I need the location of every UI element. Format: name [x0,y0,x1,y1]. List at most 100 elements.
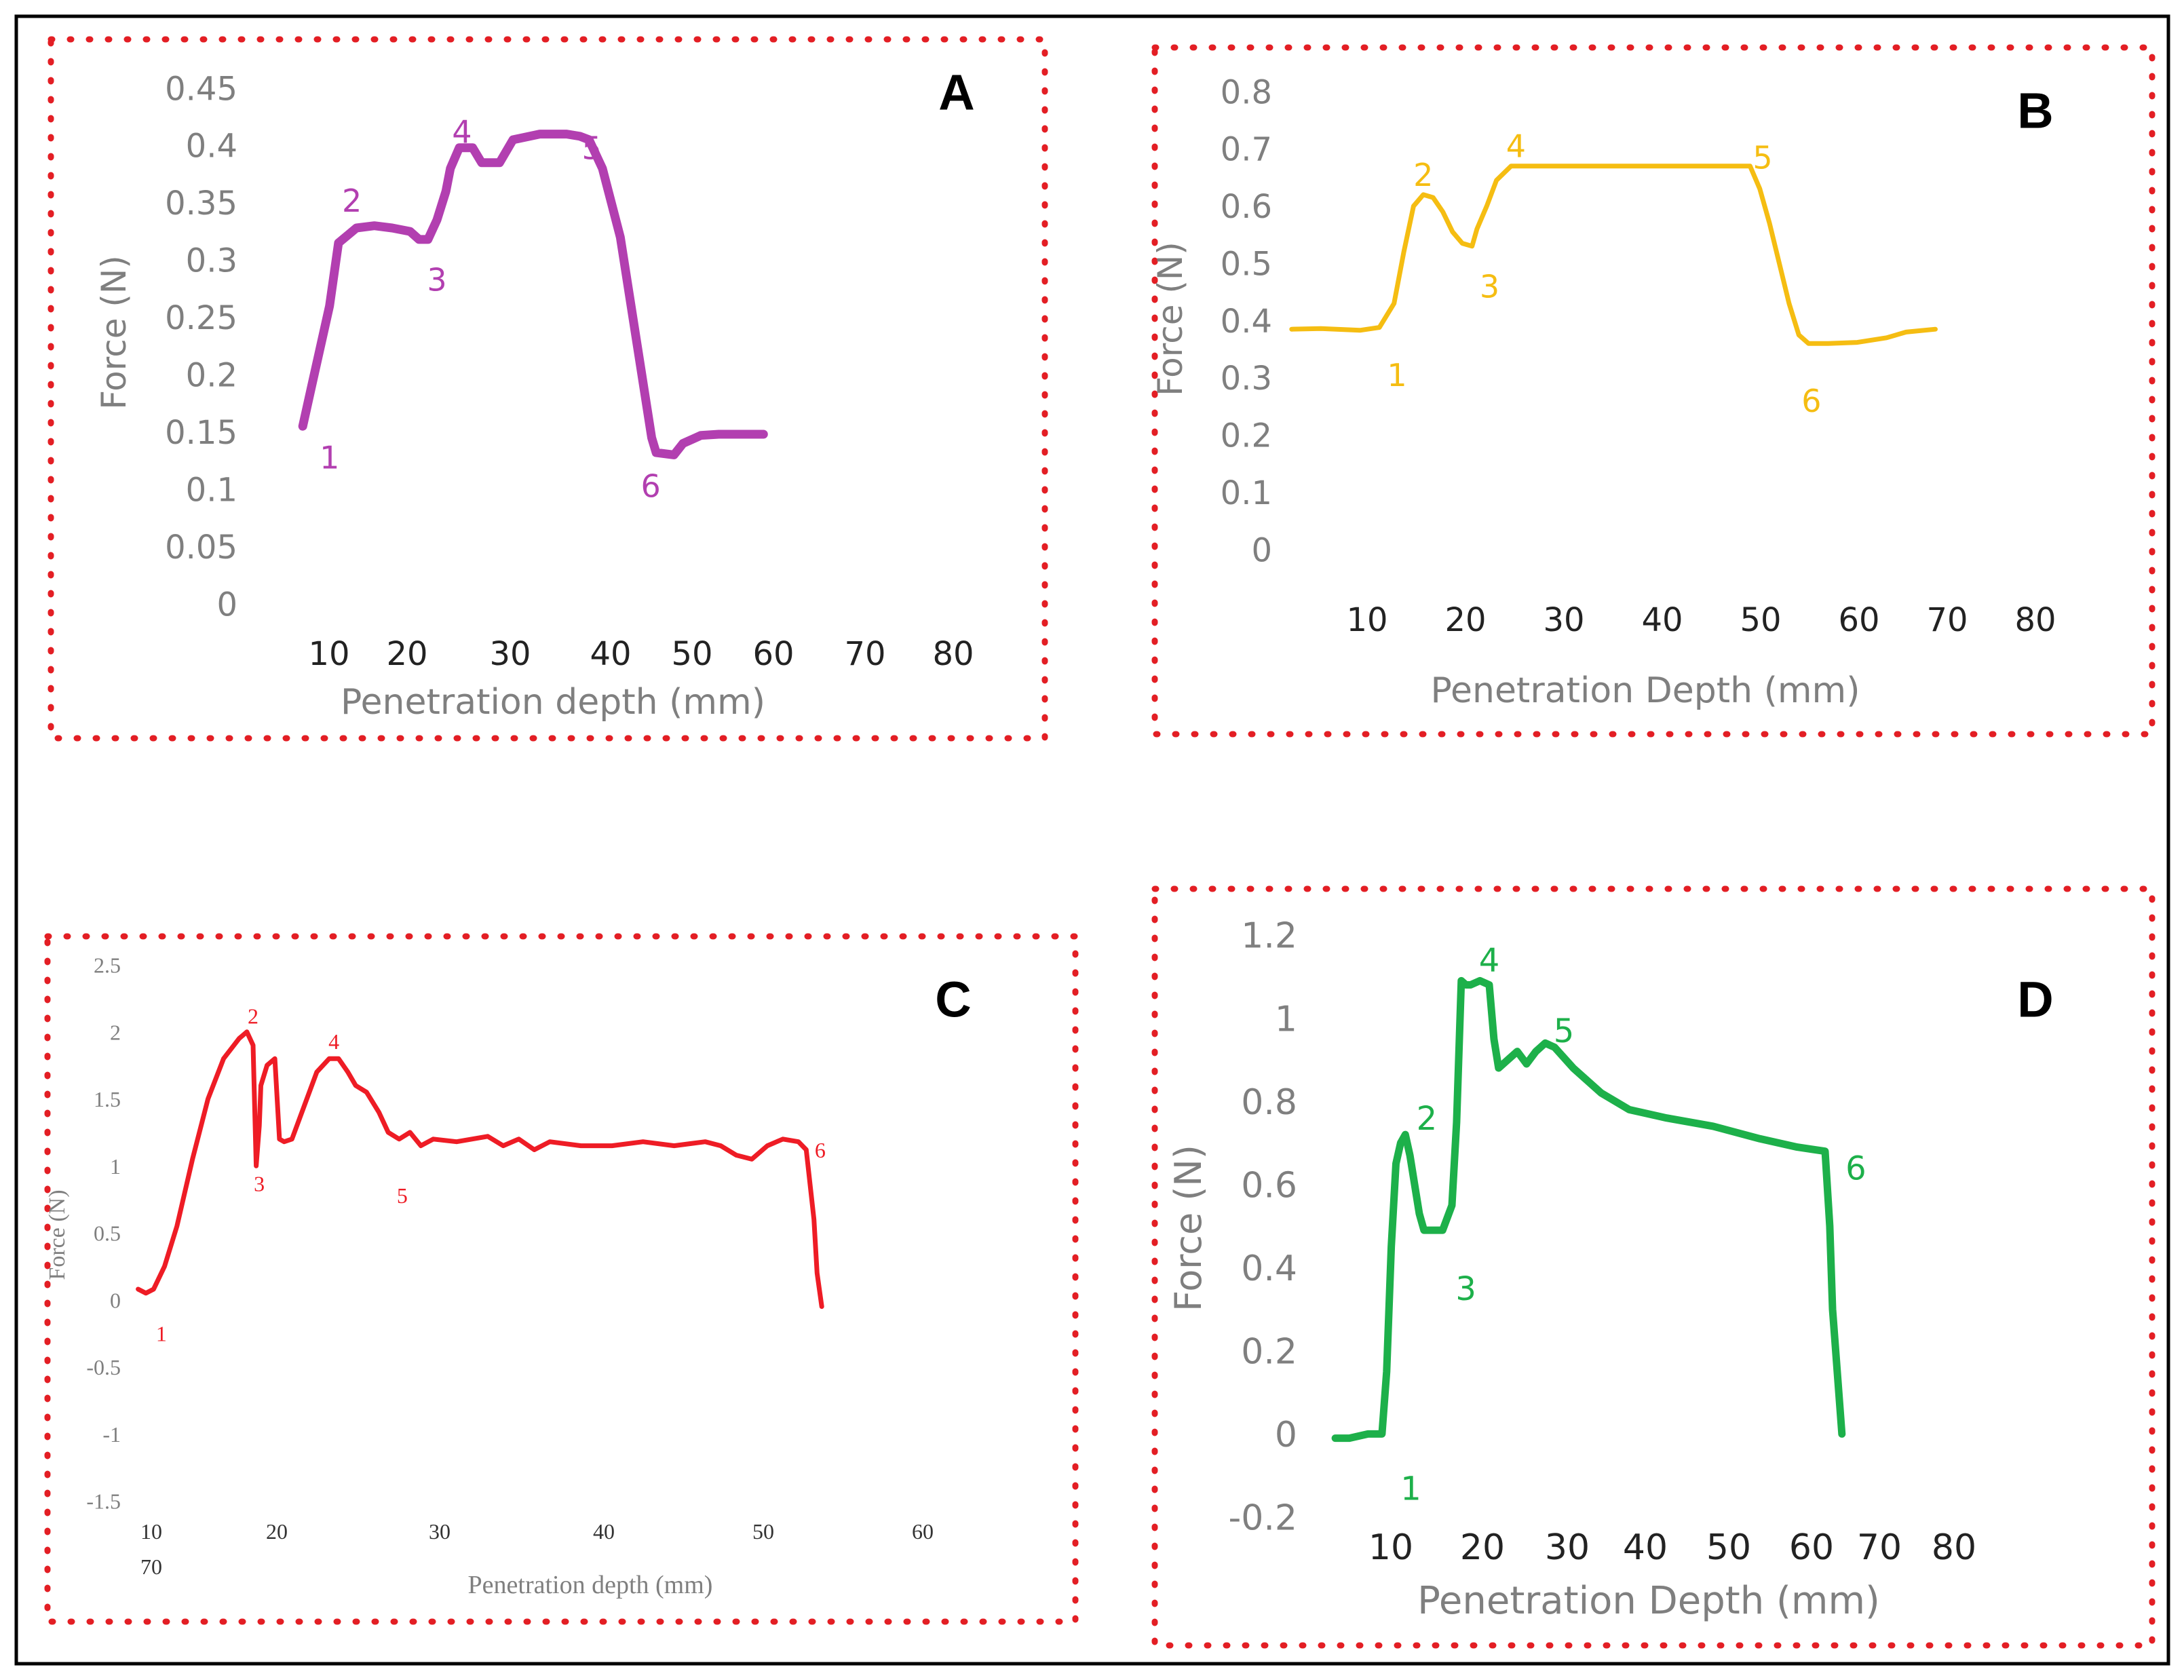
chart-a-panel-label: A [938,64,974,121]
chart-d-series-line [1331,976,1846,1443]
chart-d-annotation: 4 [1479,942,1500,980]
chart-d-x-tick: 70 [1857,1527,1902,1568]
chart-c-y-tick: 2.5 [94,953,121,978]
chart-d-y-tick: 0.4 [1241,1248,1297,1289]
chart-c-y-axis-title: Force (N) [45,1189,70,1280]
chart-d-annotation: 1 [1400,1470,1421,1508]
chart-b-x-tick: 40 [1641,601,1683,639]
chart-b-x-tick: 50 [1740,601,1781,639]
chart-a-y-tick: 0 [216,586,237,624]
chart-a-y-tick: 0.25 [165,299,237,337]
chart-b-x-tick: 10 [1346,601,1387,639]
chart-d-y-tick: 0 [1275,1415,1297,1455]
chart-d-y-tick: 0.2 [1241,1332,1297,1373]
chart-d-y-tick: 1.2 [1241,916,1297,957]
chart-a-x-tick: 70 [844,635,885,673]
chart-c-annotation: 2 [248,1004,258,1029]
chart-a-annotation: 3 [427,262,446,299]
chart-c-x-tick: 30 [429,1519,451,1544]
panel-b-frame [1151,44,2156,738]
chart-b-y-tick: 0.7 [1221,131,1272,169]
chart-c-annotation: 5 [397,1183,408,1208]
chart-a-y-tick: 0.35 [165,185,237,223]
chart-b-x-tick: 70 [1926,601,1968,639]
chart-b-y-tick: 0.8 [1221,73,1272,111]
chart-c-x-tick: 20 [266,1519,288,1544]
chart-a-annotation: 6 [641,468,661,505]
chart-a-annotation: 5 [581,130,601,166]
chart-b-x-tick: 60 [1838,601,1879,639]
chart-c: 2.5 2 1.5 1 0.5 0 -0.5 -1 -1.5 10 20 30 40 50 60 70 Pene… [45,953,972,1599]
chart-a-y-tick: 0.15 [165,414,237,452]
chart-d-x-tick: 20 [1460,1527,1505,1568]
chart-c-x-tick: 10 [140,1519,162,1544]
chart-a-y-tick: 0.1 [186,471,237,509]
chart-b: 0.8 0.7 0.6 0.5 0.4 0.3 0.2 0.1 0 10 20 30 40 50 60 70 8… [1151,73,2056,711]
chart-b-y-tick: 0.5 [1221,245,1272,283]
chart-b-y-tick: 0.4 [1221,303,1272,341]
chart-c-annotation: 1 [156,1322,167,1346]
chart-b-annotation: 1 [1387,357,1406,394]
chart-d-x-tick: 30 [1545,1527,1590,1568]
chart-d-annotation: 2 [1417,1100,1438,1138]
chart-d-x-tick: 40 [1623,1527,1668,1568]
chart-d-x-tick: 50 [1706,1527,1751,1568]
chart-a-annotation: 2 [342,183,362,219]
chart-b-y-tick: 0.2 [1221,417,1272,455]
chart-b-x-tick: 20 [1444,601,1486,639]
chart-a-y-tick: 0.05 [165,529,237,567]
chart-c-y-tick: 2 [110,1020,121,1044]
chart-d-x-axis-title: Penetration Depth (mm) [1417,1579,1880,1623]
chart-b-annotation: 4 [1506,128,1526,165]
chart-d-x-tick: 10 [1368,1527,1413,1568]
chart-a-series-line [298,130,768,459]
chart-a-y-axis-title: Force (N) [94,255,134,410]
chart-d-x-tick: 80 [1932,1527,1976,1568]
chart-a-y-tick: 0.45 [165,70,237,108]
chart-a-x-tick: 20 [386,635,427,673]
chart-d-y-tick: 0.6 [1241,1165,1297,1206]
chart-c-y-tick: 1 [110,1154,121,1179]
chart-b-annotation: 5 [1752,140,1772,176]
figure-border [14,14,2170,1666]
chart-b-y-axis-title: Force (N) [1151,242,1190,396]
chart-b-annotation: 6 [1801,383,1821,419]
chart-c-x-tick: 40 [593,1519,615,1544]
chart-b-series-line [1289,164,1938,346]
chart-b-y-tick: 0.1 [1221,474,1272,512]
chart-c-annotation: 6 [815,1138,826,1162]
chart-d-annotation: 5 [1554,1012,1575,1050]
chart-c-y-tick: -0.5 [86,1355,121,1379]
chart-d: 1.2 1 0.8 0.6 0.4 0.2 0 -0.2 10 20 30 40 50 60 70 80 Pen… [1167,916,2054,1623]
panel-a-frame [47,36,1048,742]
chart-c-y-tick: 1.5 [94,1087,121,1111]
chart-d-y-axis-title: Force (N) [1167,1145,1210,1312]
chart-b-annotation: 3 [1480,268,1499,305]
chart-a-x-tick: 60 [752,635,794,673]
chart-b-y-tick: 0.6 [1221,188,1272,226]
chart-c-panel-label: C [935,972,971,1028]
chart-a: 0.45 0.4 0.35 0.3 0.25 0.2 0.15 0.1 0.05 0 10 20 30 4… [94,64,975,723]
chart-c-series-line [136,1029,824,1310]
panel-c-frame [44,933,1079,1625]
chart-c-x-tick-extra: 70 [140,1554,162,1579]
chart-a-x-tick: 10 [308,635,349,673]
chart-c-x-axis-title: Penetration depth (mm) [468,1571,713,1599]
chart-a-y-tick: 0.4 [186,128,237,166]
chart-a-annotation: 4 [452,114,472,151]
chart-d-x-tick: 60 [1789,1527,1834,1568]
chart-a-y-tick: 0.2 [186,357,237,395]
chart-a-annotation: 1 [320,439,339,476]
chart-c-annotation: 3 [254,1171,265,1196]
chart-b-annotation: 2 [1413,157,1433,193]
chart-c-y-tick: 0 [110,1288,121,1312]
chart-a-x-axis-title: Penetration depth (mm) [341,682,765,723]
chart-d-y-tick: -0.2 [1229,1498,1297,1539]
chart-c-x-tick: 50 [752,1519,774,1544]
chart-d-annotation: 3 [1455,1270,1476,1308]
chart-c-y-tick: -1 [102,1422,121,1447]
chart-d-annotation: 6 [1845,1149,1866,1187]
chart-b-panel-label: B [2017,83,2053,139]
chart-c-x-tick: 60 [912,1519,934,1544]
